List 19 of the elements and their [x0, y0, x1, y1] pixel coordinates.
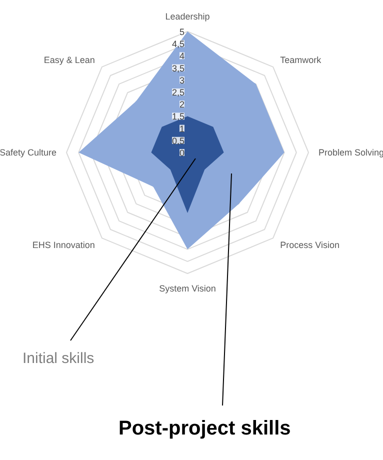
y-tick-label: 2: [179, 100, 185, 110]
text: Post-project skills: [118, 418, 291, 440]
y-tick-label: 1: [179, 124, 185, 134]
y-tick-label: 3,5: [172, 63, 185, 74]
y-tick-label: 0,5: [172, 136, 185, 146]
y-tick-label: 1,5: [172, 112, 185, 122]
spoke-label: Leadership: [165, 12, 210, 22]
y-tick-label: 4,5: [172, 39, 185, 50]
y-tick-label: 5: [179, 27, 185, 37]
spoke-label: EHS Innovation: [32, 240, 95, 250]
y-tick-label: 2,5: [172, 88, 185, 98]
spoke-label: Process Vision: [280, 240, 340, 250]
y-tick-label: 0: [179, 148, 185, 158]
spoke-label: Teamwork: [280, 54, 322, 65]
text: Initial skills: [22, 350, 94, 367]
spoke-label: Easy & Lean: [44, 54, 95, 65]
y-tick-label: 3: [179, 75, 185, 86]
y-tick-label: 4: [179, 51, 185, 62]
spoke-label: System Vision: [159, 284, 216, 294]
